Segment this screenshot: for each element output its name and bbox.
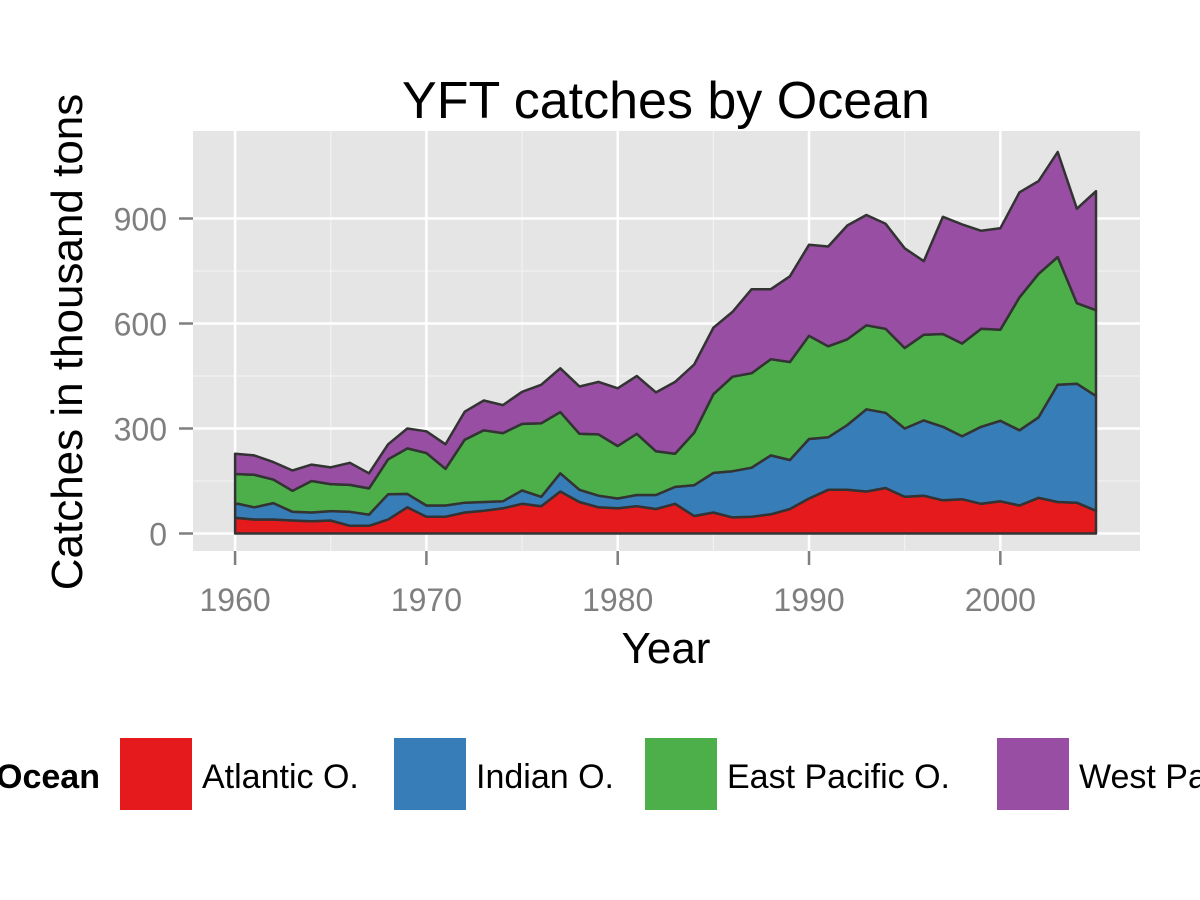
y-tick-label: 0	[149, 517, 167, 553]
x-tick-label: 1990	[773, 582, 844, 618]
legend-label-atlantic-o: Atlantic O.	[202, 758, 359, 796]
legend-label-west-pacific-o: West Pacific O.	[1079, 758, 1200, 796]
stacked-areas	[233, 150, 1098, 535]
y-axis: 0 300 600 900	[114, 202, 193, 553]
y-tick-label: 300	[114, 412, 167, 448]
y-tick-label: 900	[114, 202, 167, 238]
legend-label-indian-o: Indian O.	[476, 758, 614, 796]
x-tick-label: 2000	[965, 582, 1036, 618]
x-tick-label: 1980	[582, 582, 653, 618]
y-tick-label: 600	[114, 307, 167, 343]
y-axis-title: Catches in thousand tons	[43, 94, 92, 591]
legend-key-indian-o	[394, 738, 466, 810]
legend-key-atlantic-o	[120, 738, 192, 810]
x-tick-label: 1970	[391, 582, 462, 618]
x-axis-title: Year	[622, 624, 711, 673]
legend: Ocean Atlantic O. Indian O. East Pacific O…	[0, 738, 1200, 810]
legend-label-east-pacific-o: East Pacific O.	[727, 758, 950, 796]
area-west-pacific-o	[233, 150, 1098, 493]
legend-title: Ocean	[0, 758, 100, 796]
x-tick-label: 1960	[199, 582, 270, 618]
x-axis: 1960 1970 1980 1990 2000	[199, 551, 1036, 618]
legend-key-west-pacific-o	[997, 738, 1069, 810]
legend-key-east-pacific-o	[645, 738, 717, 810]
chart-title: YFT catches by Ocean	[402, 72, 930, 130]
